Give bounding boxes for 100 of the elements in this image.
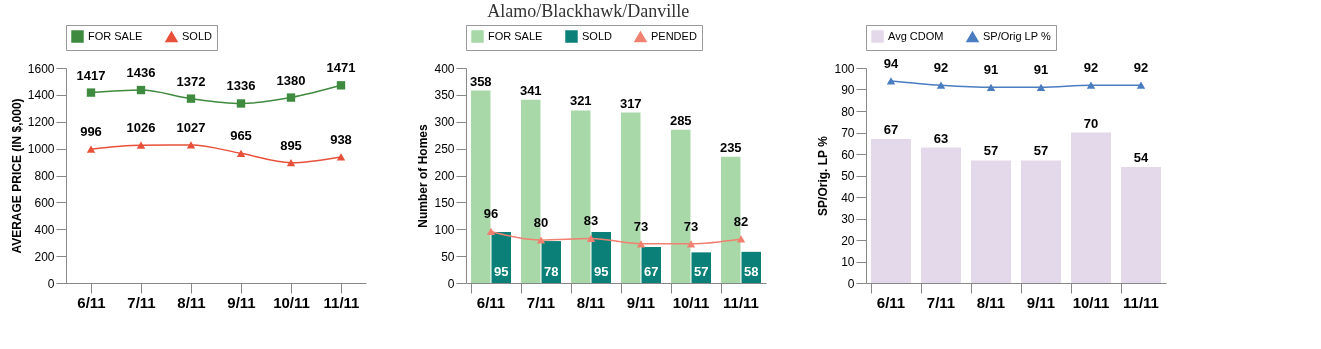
data-label: 91 [1033,62,1049,78]
y-tick-label: 70 [841,126,855,140]
y-tick-label: 30 [841,212,855,226]
y-tick-label: 400 [434,61,455,76]
x-tick-label: 9/11 [1026,293,1056,311]
y-tick-label: 100 [834,61,855,76]
x-tick-label: 11/11 [723,293,759,311]
y-axis-title: Number of Homes [416,124,431,228]
y-tick-label: 50 [841,169,855,183]
y-tick-label: 800 [34,169,55,183]
data-label: 91 [983,62,999,78]
y-tick-label: 0 [847,276,855,291]
legend-label: PENDED [651,29,697,42]
x-tick-label: 8/11 [976,293,1006,311]
data-label: 285 [669,112,692,128]
x-tick-label: 6/11 [77,293,106,311]
legend-label: FOR SALE [488,29,543,42]
data-label: 1026 [126,120,156,136]
y-tick-label: 1200 [27,115,55,130]
data-label: 358 [469,73,492,89]
data-label: 1436 [126,65,156,81]
legend-label: FOR SALE [88,29,143,42]
y-tick-label: 200 [34,249,55,264]
data-label: 341 [519,82,542,98]
data-label: 317 [619,95,642,111]
data-label: 95 [494,264,509,279]
y-tick-label: 1400 [27,88,55,103]
data-label: 57 [983,143,999,159]
data-label: 92 [933,60,949,76]
data-label: 1417 [76,67,106,83]
x-tick-label: 8/11 [576,293,606,311]
x-tick-label: 9/11 [227,293,256,311]
y-tick-label: 90 [841,83,855,97]
bar [1121,166,1161,283]
y-tick-label: 1000 [27,142,55,157]
data-label: 94 [883,55,899,71]
x-tick-label: 10/11 [273,293,310,311]
x-tick-label: 7/11 [127,293,156,311]
data-label: 92 [1133,60,1149,76]
x-tick-label: 11/11 [323,293,360,311]
y-tick-label: 150 [434,195,455,210]
data-label: 58 [744,264,759,279]
data-label: 235 [719,139,742,155]
data-label: 57 [1033,143,1049,159]
data-label: 54 [1133,149,1149,165]
x-tick-label: 9/11 [626,293,656,311]
data-label: 73 [683,218,699,234]
x-tick-label: 10/11 [1072,293,1110,311]
data-label: 95 [594,264,609,279]
data-label: 938 [330,131,352,147]
data-label: 67 [883,121,899,137]
y-axis-title: AVERAGE PRICE (IN $,000) [9,98,24,254]
y-tick-label: 0 [447,276,455,291]
data-label: 73 [633,218,649,234]
y-tick-label: 60 [841,147,855,162]
chart-title: Alamo/Blackhawk/Danville [487,0,690,21]
y-tick-label: 200 [434,169,455,183]
data-label: 57 [694,264,709,279]
x-tick-label: 7/11 [526,293,556,311]
data-label: 78 [544,264,559,279]
y-tick-label: 10 [841,255,855,269]
bar [971,160,1011,283]
y-tick-label: 400 [34,222,55,237]
data-label: 1380 [276,72,306,88]
data-label: 96 [483,206,499,222]
y-tick-label: 1600 [27,61,55,76]
x-tick-label: 11/11 [1123,293,1159,311]
data-label: 67 [644,264,659,279]
x-tick-label: 6/11 [476,293,506,311]
x-tick-label: 10/11 [672,293,710,311]
bar [871,138,911,283]
y-tick-label: 80 [841,104,855,119]
bar [1021,160,1061,283]
data-label: 83 [583,213,599,229]
x-tick-label: 8/11 [177,293,206,311]
data-label: 895 [280,137,302,153]
y-tick-label: 250 [434,142,455,157]
data-label: 1471 [326,60,356,76]
data-label: 321 [569,93,592,109]
data-label: 80 [533,215,549,230]
data-label: 1372 [176,73,206,89]
data-label: 1027 [176,120,206,135]
y-tick-label: 40 [841,190,855,205]
legend-label: SP/Orig LP % [983,29,1051,42]
data-label: 82 [733,213,749,229]
y-tick-label: 600 [34,195,55,210]
data-label: 996 [80,124,102,140]
y-axis-title: SP/Orig. LP % [816,135,831,216]
x-tick-label: 6/11 [876,293,906,311]
x-tick-label: 7/11 [926,293,956,311]
y-tick-label: 50 [441,249,455,264]
legend-label: SOLD [182,29,213,42]
bar [1071,132,1111,283]
data-label: 965 [230,128,252,144]
y-tick-label: 300 [434,115,455,130]
legend-label: SOLD [582,29,613,42]
bar [921,147,961,283]
y-tick-label: 100 [434,222,455,237]
data-label: 63 [933,130,949,146]
data-label: 70 [1083,115,1099,131]
